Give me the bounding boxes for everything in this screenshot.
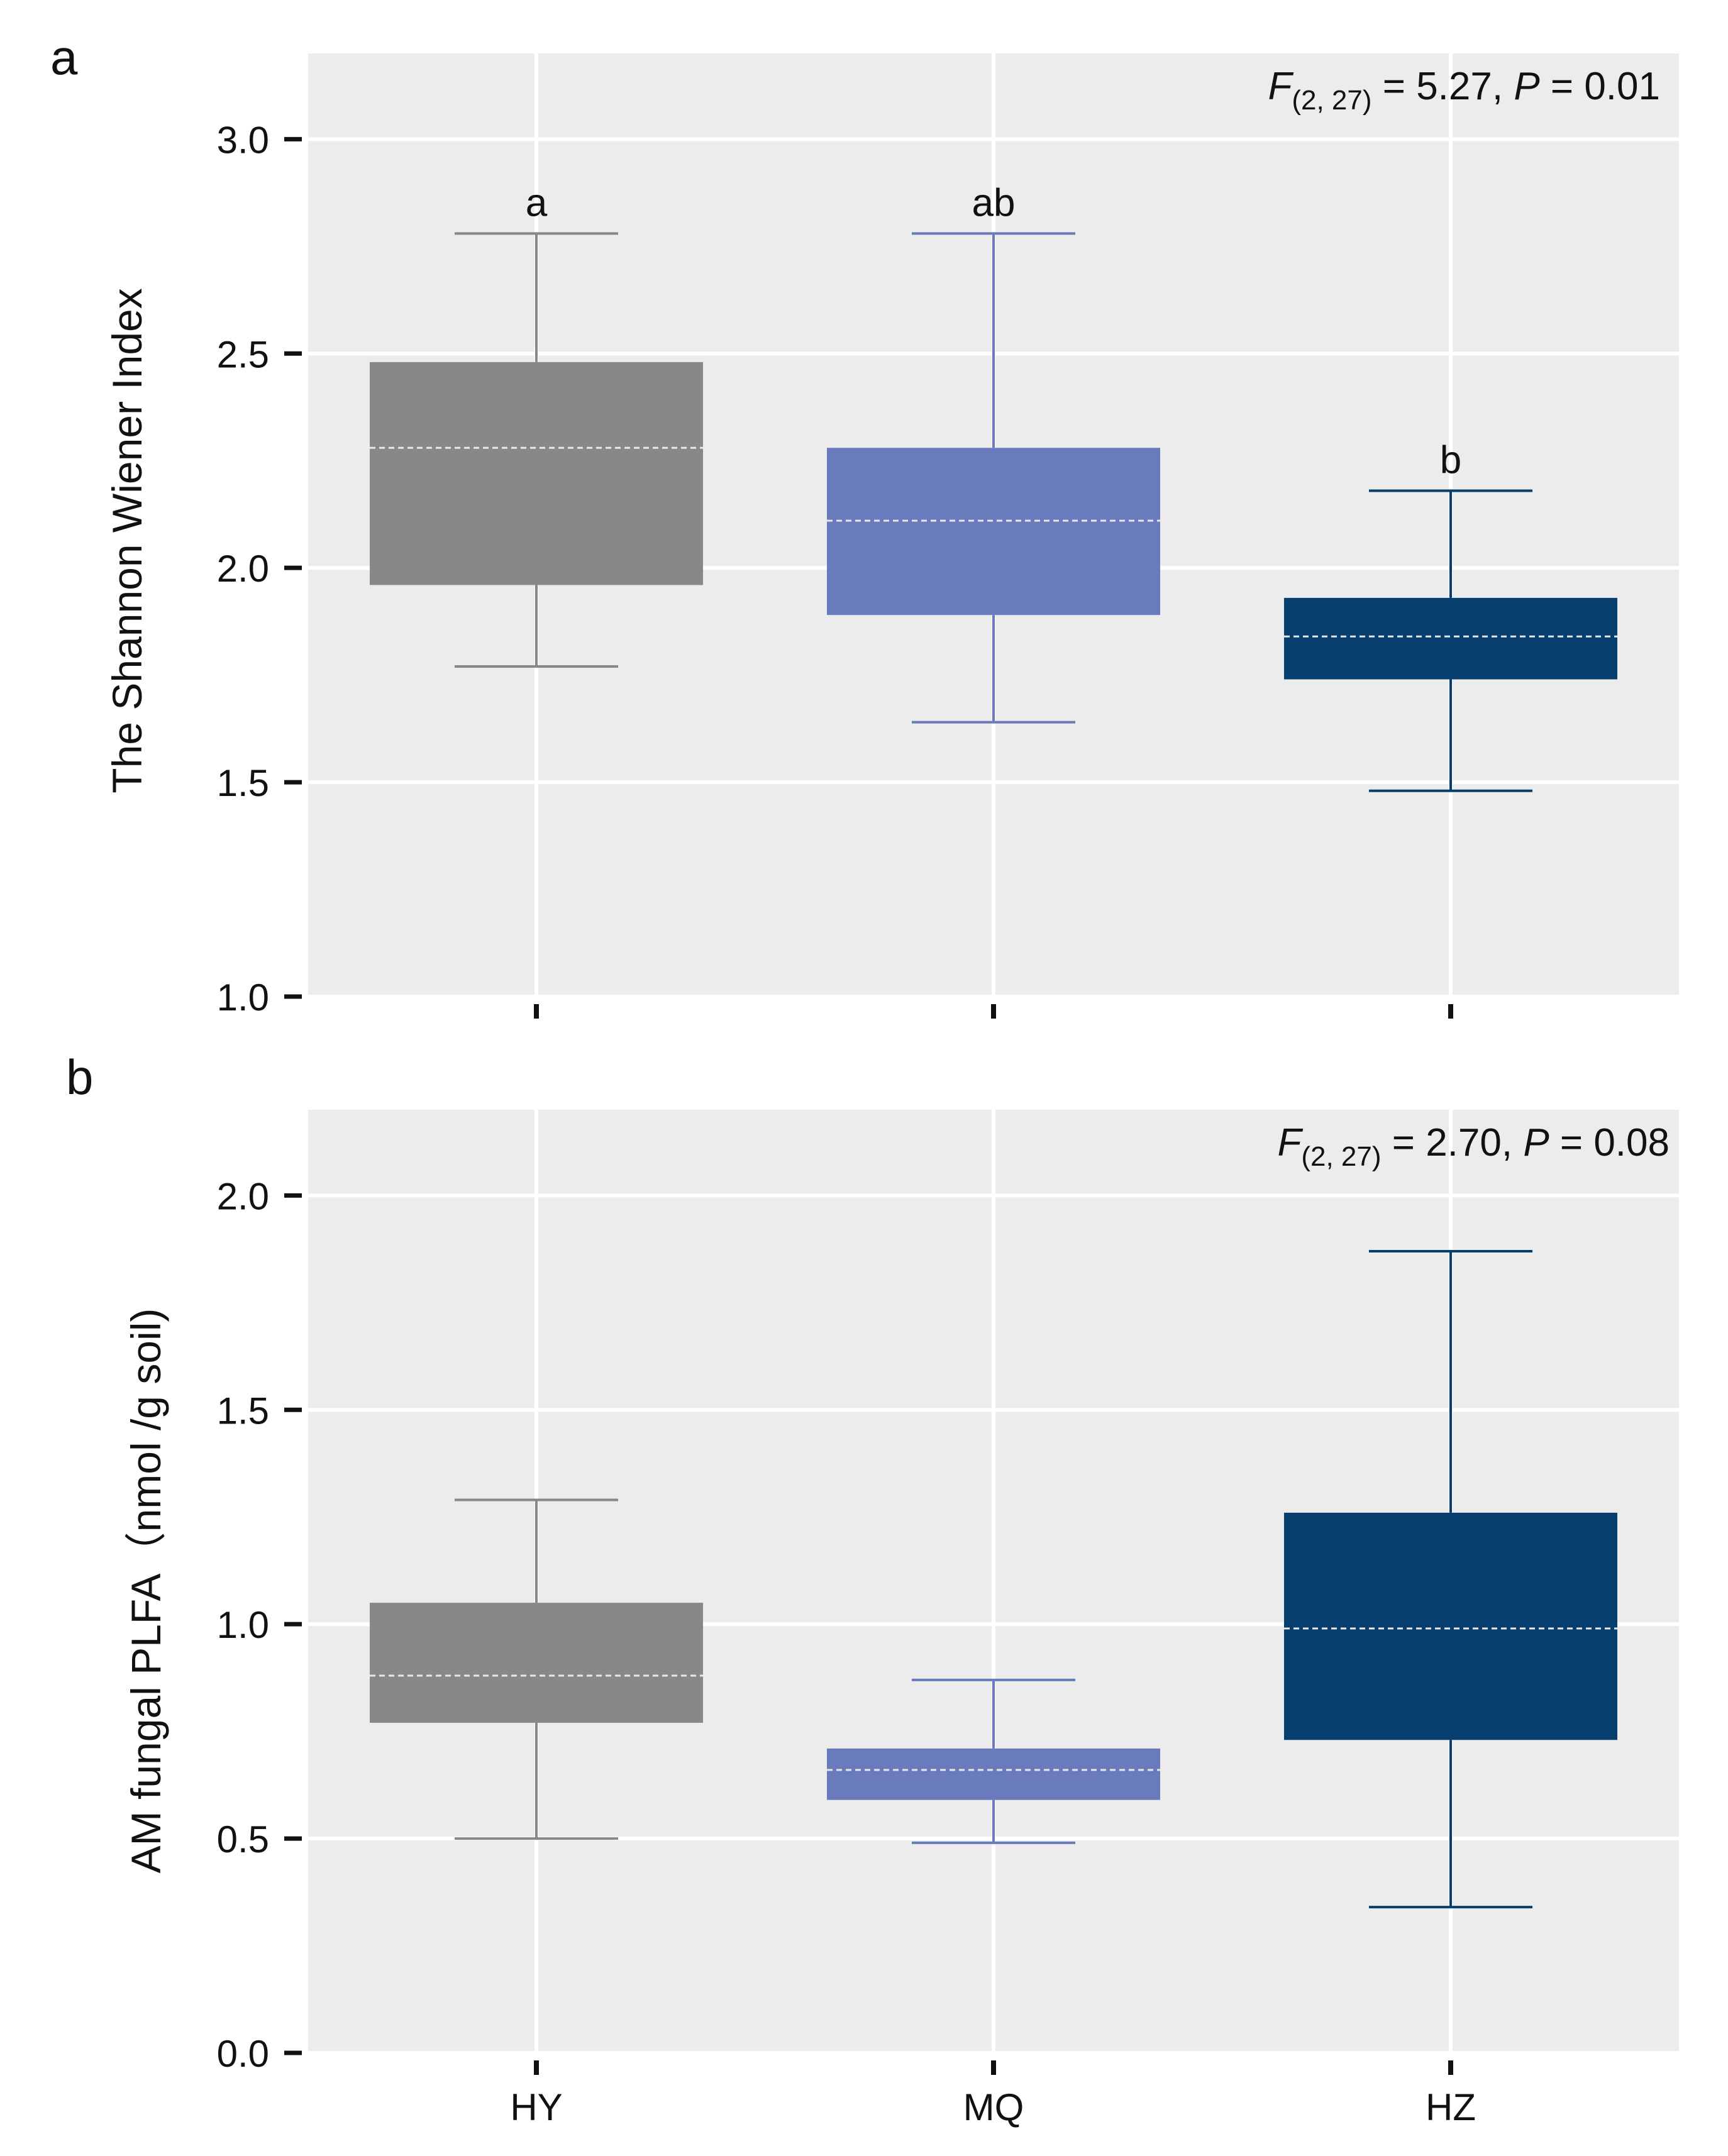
panel-a-x-ticks [534,1004,1453,1019]
box-mq [827,1678,1160,1844]
panel-a: a a ab b 1.0 1.5 2.0 2.5 3.0 The Shannon Wiene… [50,30,1679,1019]
box-iqr [827,448,1160,616]
panel-b-y-axis-label: AM fungal PLFA（nmol /g soil) [123,1308,169,1874]
significance-letter: a [526,181,548,224]
panel-a-boxes: a ab b [370,181,1617,792]
panel-a-stat-annotation: F(2, 27) = 5.27, P = 0.01 [1268,65,1660,116]
y-tick-label: 1.5 [217,762,269,804]
y-tick-label: 1.5 [217,1390,269,1432]
panel-b-stat-p-value: = 0.08 [1549,1121,1670,1164]
panel-b: b 0.0 0.5 1.0 1.5 2.0 HY MQ HZ AM fungal PLFA（… [66,1049,1679,2128]
y-tick-label: 2.5 [217,333,269,375]
panel-a-stat-p: P [1514,65,1539,108]
box-hy [370,1498,703,1840]
box-iqr [1284,1512,1617,1740]
panel-b-boxes [370,1250,1617,1909]
panel-a-stat-p-value: = 0.01 [1540,65,1660,108]
panel-a-stat-f-value: = 5.27, [1372,65,1514,108]
y-tick-label: 3.0 [217,119,269,161]
box-iqr [1284,597,1617,680]
y-tick-label: 0.5 [217,1818,269,1860]
panel-b-stat-f: F [1277,1121,1303,1164]
panel-b-stat-f-value: = 2.70, [1382,1121,1524,1164]
box-mq: ab [827,181,1160,724]
x-tick-label: HY [510,2086,562,2128]
panel-a-label: a [50,30,78,85]
x-tick-label: HZ [1426,2086,1476,2128]
panel-a-stat-df: (2, 27) [1292,85,1371,116]
box-hy: a [370,181,703,668]
y-tick-label: 1.0 [217,1604,269,1646]
box-hz: b [1284,438,1617,792]
panel-b-stat-p: P [1523,1121,1549,1164]
y-tick-label: 2.0 [217,548,269,590]
significance-letter: ab [972,181,1016,224]
box-iqr [370,1603,703,1723]
panel-b-x-ticks [534,2060,1453,2075]
panel-b-y-axis: 0.0 0.5 1.0 1.5 2.0 [217,1175,302,2075]
box-hz [1284,1250,1617,1909]
panel-b-stat-df: (2, 27) [1301,1141,1381,1172]
y-tick-label: 2.0 [217,1175,269,1217]
panel-a-y-axis-label: The Shannon Wiener Index [104,288,150,793]
significance-letter: b [1440,438,1461,482]
panel-b-label: b [66,1049,93,1105]
x-tick-label: MQ [963,2086,1024,2128]
box-iqr [370,362,703,585]
panel-a-stat-f: F [1268,65,1293,108]
panel-b-stat-annotation: F(2, 27) = 2.70, P = 0.08 [1277,1121,1670,1172]
box-iqr [827,1748,1160,1800]
panel-b-x-tick-labels: HY MQ HZ [510,2086,1476,2128]
y-tick-label: 1.0 [217,976,269,1019]
y-tick-label: 0.0 [217,2033,269,2075]
panel-a-y-axis: 1.0 1.5 2.0 2.5 3.0 [217,119,302,1019]
